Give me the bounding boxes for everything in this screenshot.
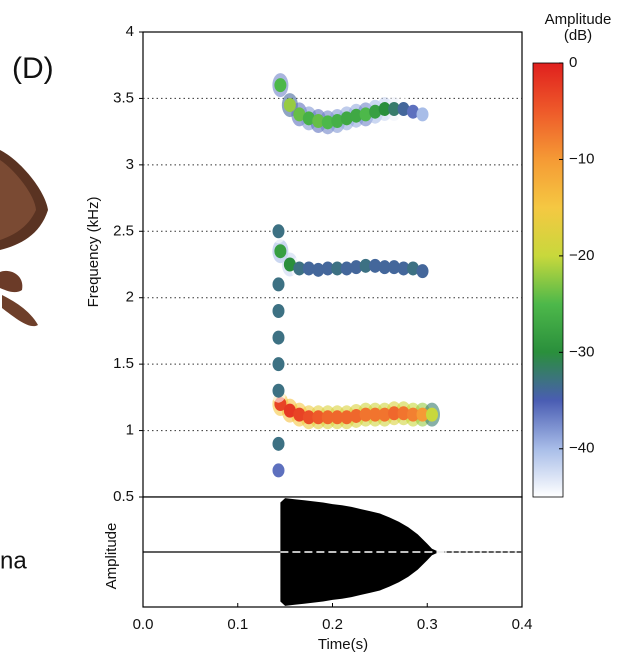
trace-point <box>272 224 284 238</box>
x-tick-label: 0.4 <box>512 616 533 633</box>
waveform-y-label: Amplitude <box>103 523 120 590</box>
colorbar-tick-label: −30 <box>569 343 594 360</box>
plot: 0.5 1 1.5 2 2.5 3 3.5 4 Frequency (kHz) 0 −10 −20 −3… <box>85 11 611 653</box>
colorbar-tick-label: −10 <box>569 150 594 167</box>
trace-point <box>272 277 284 291</box>
trace-point <box>272 357 284 371</box>
trace-point <box>272 331 284 345</box>
trace-point <box>274 78 286 92</box>
trace-point <box>417 107 429 121</box>
y-tick-label: 2.5 <box>113 222 134 239</box>
trace-point <box>272 384 284 398</box>
y-tick-label: 4 <box>126 23 134 40</box>
y-tick-label: 3 <box>126 156 134 173</box>
x-tick-label: 0.0 <box>133 616 154 633</box>
trace-point <box>272 437 284 451</box>
y-tick-label: 1.5 <box>113 355 134 372</box>
y-tick-label: 3.5 <box>113 89 134 106</box>
y-tick-label: 2 <box>126 289 134 306</box>
colorbar-tick-label: −40 <box>569 440 594 457</box>
x-tick-label: 0.1 <box>227 616 248 633</box>
caption-fragment: na <box>0 547 27 574</box>
frog-photo <box>0 150 48 326</box>
trace-point <box>417 264 429 278</box>
panel-label: (D) <box>12 52 54 85</box>
trace-point <box>426 408 438 422</box>
x-axis-label: Time(s) <box>318 636 368 653</box>
y-tick-label: 1 <box>126 422 134 439</box>
x-tick-label: 0.3 <box>417 616 438 633</box>
colorbar-title: Amplitude <box>545 11 612 28</box>
y-axis-label: Frequency (kHz) <box>85 197 102 308</box>
page: {"panel_label": "(D)", "caption_fragment… <box>0 0 632 661</box>
colorbar-tick-label: 0 <box>569 54 577 71</box>
trace-point <box>272 304 284 318</box>
trace-point <box>274 244 286 258</box>
y-tick-label: 0.5 <box>113 488 134 505</box>
colorbar-tick-label: −20 <box>569 247 594 264</box>
colorbar-title: (dB) <box>564 27 592 44</box>
x-tick-label: 0.2 <box>322 616 343 633</box>
trace-point <box>284 98 296 112</box>
figure: (D) na 0.5 1 1.5 2 2.5 3 3.5 4 Frequency (kHz) 0 −… <box>0 0 632 661</box>
trace-point <box>272 463 284 477</box>
colorbar <box>533 63 563 497</box>
